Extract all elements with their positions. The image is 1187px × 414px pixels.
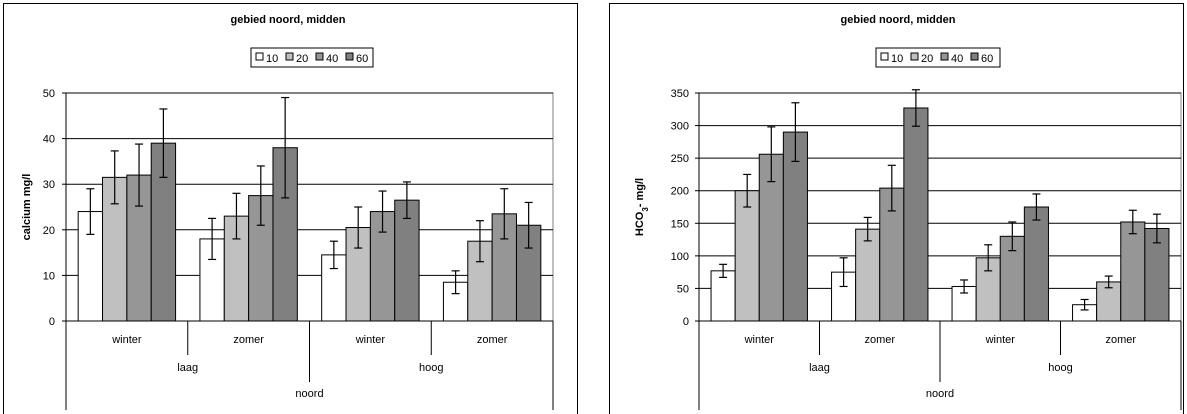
x-group-label: hoog <box>1048 362 1072 374</box>
y-tick-label: 10 <box>43 270 55 282</box>
y-tick-label: 30 <box>43 179 55 191</box>
x-tick-label: winter <box>355 334 386 346</box>
y-tick-label: 50 <box>677 283 689 295</box>
y-tick-label: 0 <box>683 316 689 328</box>
legend-swatch <box>880 52 889 61</box>
legend-swatch <box>255 52 264 61</box>
x-tick-label: winter <box>744 334 775 346</box>
x-group-label: hoog <box>419 362 443 374</box>
legend-label: 10 <box>266 53 278 65</box>
y-tick-label: 40 <box>43 134 55 146</box>
y-axis-label: calcium mg/l <box>21 174 33 241</box>
x-group-label: laag <box>809 362 830 374</box>
y-tick-label: 250 <box>671 153 689 165</box>
bar <box>782 131 808 322</box>
x-tick-label: zomer <box>233 334 264 346</box>
x-supergroup-label: noord <box>295 388 323 400</box>
x-tick-label: zomer <box>864 334 895 346</box>
bar <box>1023 206 1049 322</box>
legend-label: 20 <box>296 53 308 65</box>
legend-label: 20 <box>921 53 933 65</box>
legend-swatch <box>970 52 979 61</box>
bar <box>1120 221 1146 322</box>
y-tick-label: 50 <box>43 88 55 100</box>
legend-swatch <box>345 52 354 61</box>
y-axis-label: HCO3- mg/l <box>634 178 650 236</box>
legend-swatch <box>910 52 919 61</box>
legend-swatch <box>315 52 324 61</box>
legend-label: 60 <box>981 53 993 65</box>
chart-title: gebied noord, midden <box>841 14 956 26</box>
bar <box>734 190 760 322</box>
legend <box>875 47 1001 68</box>
legend-label: 40 <box>951 53 963 65</box>
x-tick-label: winter <box>111 334 142 346</box>
y-tick-label: 0 <box>49 316 55 328</box>
bar <box>710 270 736 322</box>
x-tick-label: zomer <box>1105 334 1136 346</box>
legend-swatch <box>940 52 949 61</box>
legend-label: 10 <box>891 53 903 65</box>
x-group-label: laag <box>177 362 198 374</box>
y-tick-label: 20 <box>43 225 55 237</box>
x-tick-label: winter <box>985 334 1016 346</box>
bar <box>1144 227 1170 322</box>
x-tick-label: zomer <box>477 334 508 346</box>
chart-1: gebied noord, midden 0 10 20 30 40 50 winter zom… <box>3 3 578 414</box>
y-tick-label: 200 <box>671 186 689 198</box>
y-tick-label: 300 <box>671 121 689 133</box>
y-tick-label: 100 <box>671 251 689 263</box>
chart-title: gebied noord, midden <box>231 14 346 26</box>
bar <box>394 199 420 322</box>
x-supergroup-label: noord <box>926 388 954 400</box>
legend-label: 60 <box>356 53 368 65</box>
legend-swatch <box>285 52 294 61</box>
y-tick-label: 150 <box>671 218 689 230</box>
chart-2: gebied noord, midden 0 50 100 150 200 250 300 35… <box>609 3 1184 414</box>
bar <box>855 228 881 322</box>
legend-label: 40 <box>326 53 338 65</box>
legend <box>250 47 374 68</box>
bar <box>903 107 929 322</box>
y-tick-label: 350 <box>671 88 689 100</box>
